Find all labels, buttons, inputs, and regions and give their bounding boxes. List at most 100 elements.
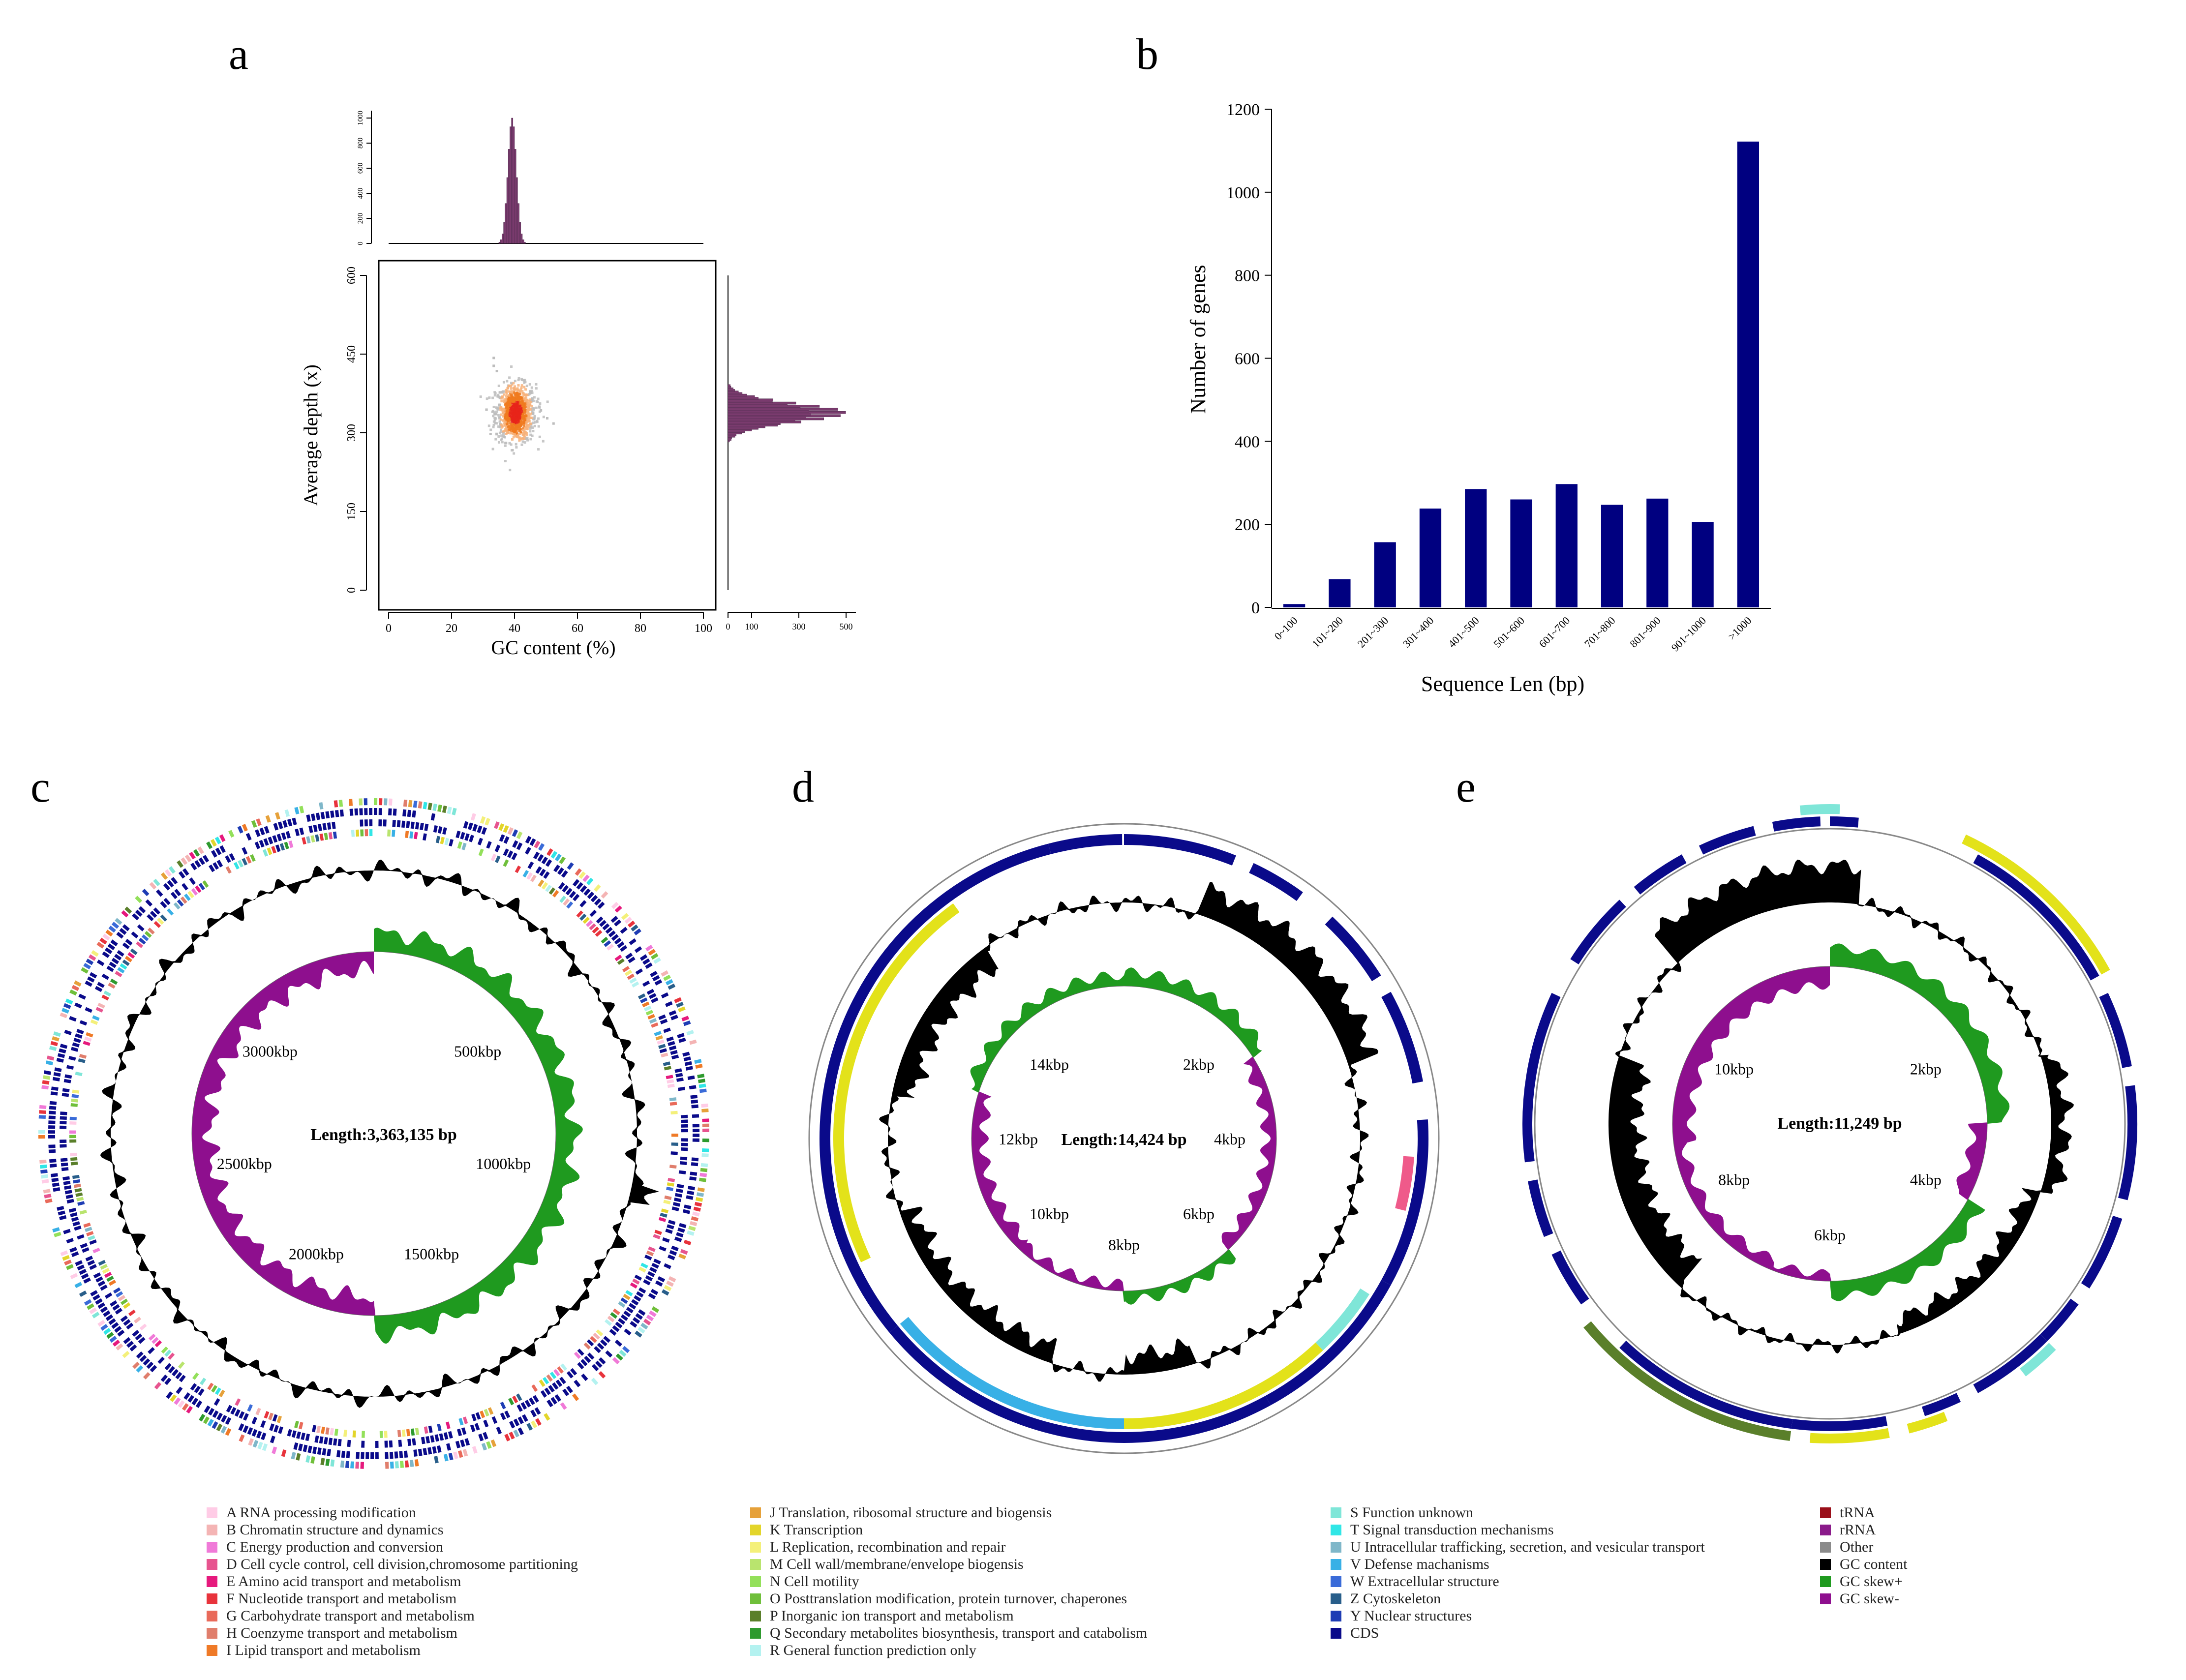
legend-item: E Amino acid transport and metabolism xyxy=(207,1573,578,1590)
scatter-point xyxy=(518,392,521,395)
legend-item: J Translation, ribosomal structure and b… xyxy=(750,1504,1147,1521)
scatter-point xyxy=(500,397,503,400)
gc-depth-x-axis: 0 20 40 60 80 100 xyxy=(386,612,712,635)
scatter-point xyxy=(522,420,525,422)
scatter-point xyxy=(505,426,508,429)
gene-segment xyxy=(170,892,178,900)
gene-segment xyxy=(216,1412,223,1420)
scatter-point xyxy=(523,412,526,415)
gene-segment xyxy=(587,1352,595,1360)
gene-segment xyxy=(1381,1119,1428,1286)
scatter-point xyxy=(509,469,512,472)
bar xyxy=(1737,141,1760,608)
legend-label: I Lipid transport and metabolism xyxy=(226,1642,421,1658)
gene-segment xyxy=(644,1255,652,1260)
gene-segment xyxy=(586,1339,594,1347)
gene-segment xyxy=(574,1380,581,1387)
gene-segment xyxy=(123,1302,131,1309)
gene-segment xyxy=(135,896,143,903)
gene-segment xyxy=(692,1211,700,1217)
gene-segment xyxy=(92,1294,100,1301)
gene-segment xyxy=(686,1030,694,1036)
scatter-point xyxy=(521,437,524,440)
gene-segment xyxy=(605,927,613,934)
gene-segment xyxy=(86,1231,94,1236)
gene-segment xyxy=(668,1045,677,1051)
scatter-point xyxy=(526,402,529,405)
y-tick-label: 0 xyxy=(345,587,358,593)
gene-segment xyxy=(658,1014,666,1020)
gene-segment xyxy=(698,1079,705,1083)
gene-segment xyxy=(106,1276,114,1282)
gene-segment xyxy=(537,854,544,862)
scatter-point xyxy=(511,396,514,399)
gene-segment xyxy=(449,839,454,847)
scatter-point xyxy=(513,408,516,411)
legend-item: B Chromatin structure and dynamics xyxy=(207,1521,578,1538)
scatter-point xyxy=(491,448,494,450)
genome-c-position-labels: 500kbp1000kbp1500kbp2000kbp2500kbp3000kb… xyxy=(217,1043,531,1263)
gene-segment xyxy=(71,1251,79,1258)
gene-segment xyxy=(334,1428,338,1436)
gene-segment xyxy=(2099,992,2132,1068)
gene-segment xyxy=(410,821,415,829)
scatter-point xyxy=(508,403,511,406)
scatter-point xyxy=(500,430,503,433)
gene-segment xyxy=(507,827,514,835)
scatter-point xyxy=(512,400,515,403)
gene-segment xyxy=(2118,1085,2137,1200)
gene-segment xyxy=(687,1230,695,1236)
gene-segment xyxy=(180,896,187,904)
gene-segment xyxy=(640,997,648,1004)
gene-segment xyxy=(143,1372,151,1380)
scatter-point xyxy=(503,393,506,396)
scatter-point xyxy=(526,398,529,401)
gene-segment xyxy=(129,1344,137,1351)
gene-segment xyxy=(124,906,132,914)
gene-segment xyxy=(512,829,518,837)
gene-segment xyxy=(77,1234,85,1240)
scatter-point xyxy=(532,412,535,415)
gene-segment xyxy=(160,914,167,922)
scatter-point xyxy=(528,407,531,410)
hist-tick-label: 1000 xyxy=(357,111,364,125)
scatter-point xyxy=(510,403,513,406)
gene-segment xyxy=(70,1273,78,1279)
scatter-point xyxy=(492,423,495,426)
scatter-point xyxy=(529,438,532,441)
gene-segment xyxy=(81,967,89,974)
gene-segment xyxy=(670,1050,678,1055)
gene-segment xyxy=(75,1033,83,1039)
gene-segment xyxy=(520,1402,527,1410)
gene-segment xyxy=(73,1038,81,1043)
gene-segment xyxy=(528,1397,535,1405)
gene-segment xyxy=(120,963,127,970)
gene-segment xyxy=(148,1347,155,1354)
gene-segment xyxy=(182,1403,189,1411)
gene-segment xyxy=(242,824,248,832)
scatter-point xyxy=(500,406,503,409)
gene-segment xyxy=(64,1029,72,1035)
scatter-point xyxy=(511,419,514,422)
gene-segment xyxy=(191,1398,199,1406)
gene-segment xyxy=(624,969,633,976)
gene-length-x-axis: 0~100 101~200 201~300 301~400 401~500 501~600… xyxy=(1272,608,1771,654)
gene-segment xyxy=(82,1247,90,1253)
legend-swatch xyxy=(1820,1559,1831,1570)
hist-tick-label: 600 xyxy=(357,163,364,174)
gene-segment xyxy=(172,1369,179,1377)
gene-segment xyxy=(586,877,594,885)
gene-segment xyxy=(103,990,111,997)
scatter-point xyxy=(524,400,527,403)
gene-segment xyxy=(517,1427,524,1436)
scatter-point xyxy=(517,406,520,409)
gene-segment xyxy=(49,1163,57,1168)
gene-segment xyxy=(628,957,636,963)
scatter-point xyxy=(533,416,536,419)
scatter-point xyxy=(536,400,539,403)
gene-segment xyxy=(642,980,650,987)
gene-segment xyxy=(576,910,583,918)
gene-segment xyxy=(630,1320,638,1328)
gc-depth-plot-frame xyxy=(378,260,717,611)
